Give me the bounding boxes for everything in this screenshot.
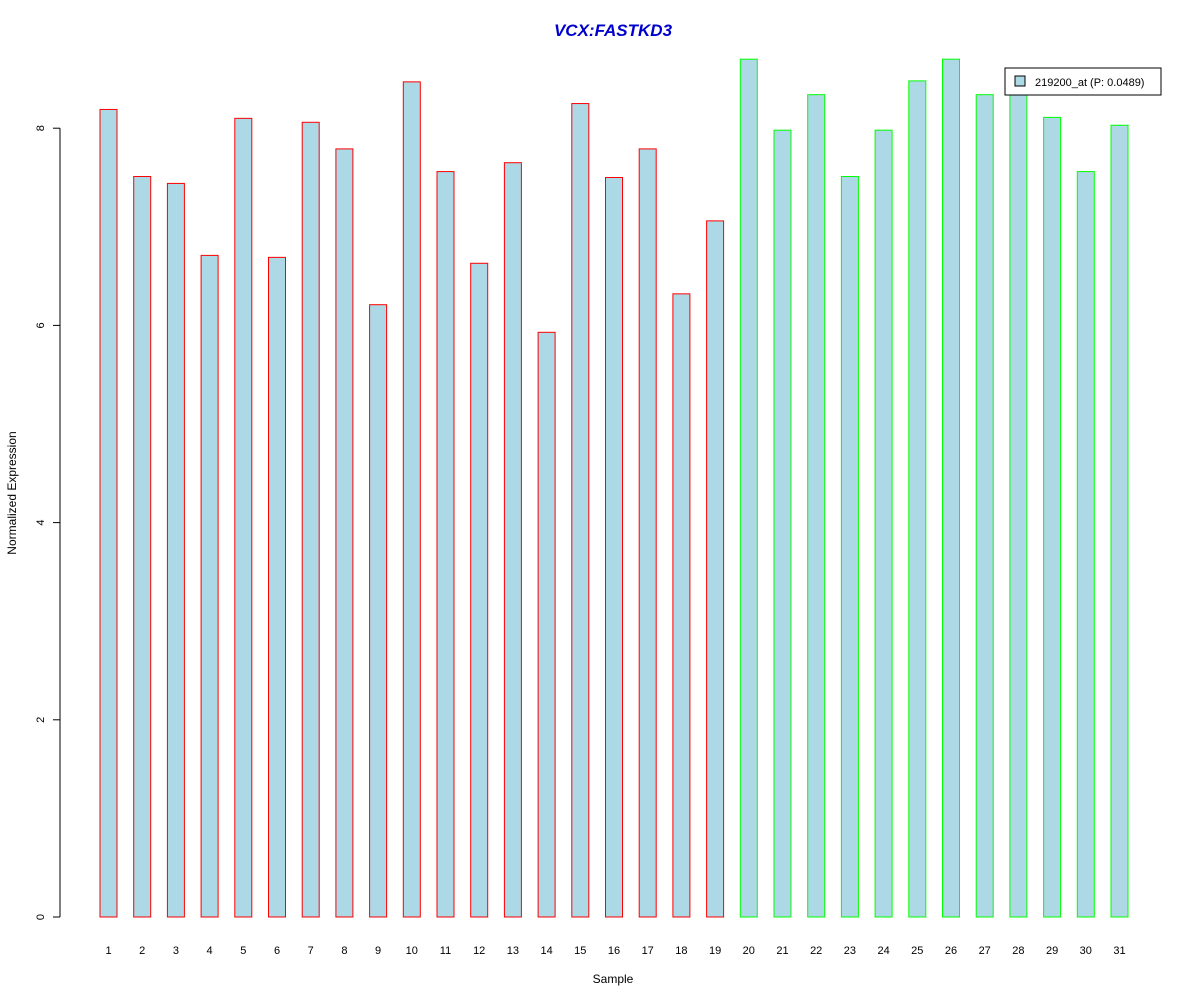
x-tick-label: 16 [608,945,620,957]
x-tick-label: 3 [173,945,179,957]
bar [840,176,859,918]
x-tick-label: 23 [844,945,856,957]
x-tick-label: 19 [709,945,721,957]
x-tick-label: 27 [979,945,991,957]
bar [908,80,927,918]
bar [537,331,556,918]
bar [335,148,354,918]
bar [672,293,691,918]
bar [1009,94,1028,918]
x-tick-label: 1 [105,945,111,957]
x-tick-label: 2 [139,945,145,957]
x-tick-label: 4 [207,945,213,957]
bar [874,129,893,918]
bar [942,58,960,918]
x-tick-label: 13 [507,945,519,957]
bar [605,177,623,918]
bar [166,182,185,918]
x-tick-label: 20 [743,945,755,957]
legend-swatch [1014,75,1026,87]
bar [234,117,253,918]
bar [773,129,792,918]
x-tick-label: 28 [1012,945,1024,957]
x-tick-label: 17 [642,945,654,957]
x-tick-label: 9 [375,945,381,957]
bar [571,103,590,918]
bar [470,262,489,918]
y-tick-label: 8 [35,125,47,131]
x-tick-label: 7 [308,945,314,957]
x-tick-label: 25 [911,945,923,957]
bar [99,108,118,918]
bar [268,256,286,918]
bar [975,94,994,918]
x-tick-label: 31 [1113,945,1125,957]
x-tick-label: 30 [1080,945,1092,957]
bar [807,94,826,918]
bars [99,58,1129,918]
x-tick-label: 22 [810,945,822,957]
x-tick-label: 11 [440,945,451,957]
bar [436,171,455,918]
x-tick-label: 8 [341,945,347,957]
x-tick-label: 15 [574,945,586,957]
bar [369,304,388,918]
chart-title: VCX:FASTKD3 [554,21,673,40]
legend: 219200_at (P: 0.0489) [1004,67,1162,96]
bar [301,121,320,918]
x-tick-label: 29 [1046,945,1058,957]
y-tick-label: 4 [35,520,47,526]
bar [1076,171,1095,918]
y-tick-label: 6 [35,322,47,328]
x-tick-label: 18 [675,945,687,957]
legend-box [1004,67,1162,96]
x-tick-label: 24 [877,945,889,957]
x-tick-label: 5 [240,945,246,957]
x-tick-label: 21 [776,945,788,957]
y-tick-label: 2 [35,717,47,723]
bar [1110,124,1129,918]
x-tick-label: 10 [406,945,418,957]
bar [402,81,421,918]
x-tick-label: 14 [540,945,552,957]
y-tick-label: 0 [35,914,47,920]
x-tick-label: 6 [274,945,280,957]
y-axis-title: Normalized Expression [5,431,19,554]
x-axis: 1 2 3 4 5 6 7 8 9 10 11 12 13 14 15 16 17 18 19 20 21 22 23 24 2… [105,945,1125,957]
x-tick-label: 26 [945,945,957,957]
x-axis-title: Sample [593,972,634,986]
bar [200,254,219,918]
bar [706,220,725,918]
y-axis: 0 2 4 6 8 [35,125,61,920]
bar [1043,116,1062,918]
bar [503,162,522,918]
legend-label: 219200_at (P: 0.0489) [1035,77,1144,89]
bar [739,58,758,918]
bar [133,176,152,918]
x-tick-label: 12 [473,945,485,957]
bar [638,148,657,918]
